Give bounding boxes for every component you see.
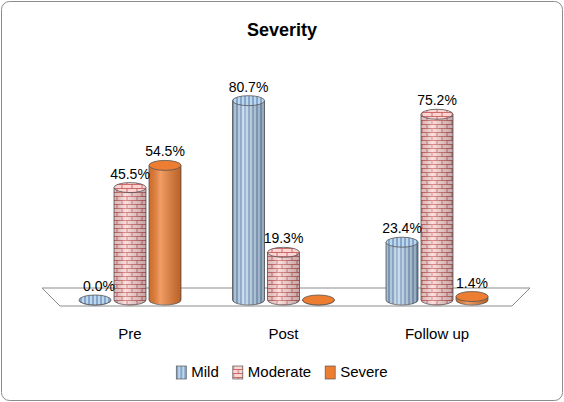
bar-top	[114, 183, 146, 193]
bar-top	[456, 292, 488, 302]
bar-top	[268, 247, 300, 257]
bar-group	[268, 247, 300, 305]
data-label: 45.5%	[110, 166, 150, 182]
bar-group	[303, 295, 335, 305]
data-label: 0.0%	[83, 278, 115, 294]
chart-root: Severity 0.0% 45.5% 54.5% 80.7% 19.3% 23.4% 75.…	[0, 0, 564, 402]
bar-group	[421, 109, 453, 305]
data-label: 1.4%	[456, 275, 488, 291]
bar-group	[79, 295, 111, 305]
chart-svg: Severity 0.0% 45.5% 54.5% 80.7% 19.3% 23.4% 75.…	[0, 0, 564, 402]
legend-swatch	[233, 366, 243, 379]
bar	[149, 165, 181, 305]
bars	[79, 96, 488, 305]
bar-group	[233, 96, 265, 305]
legend-label: Severe	[340, 363, 388, 380]
bar-group	[149, 160, 181, 305]
bar-shade	[386, 242, 418, 305]
bar-shade	[268, 252, 300, 305]
data-label: 75.2%	[417, 92, 457, 108]
bar-group	[386, 237, 418, 305]
data-label: 54.5%	[145, 143, 185, 159]
bar-top	[149, 160, 181, 170]
legend-swatch	[325, 366, 335, 379]
data-label: 23.4%	[382, 220, 422, 236]
bar	[114, 188, 146, 305]
bar-top	[421, 109, 453, 119]
bar-group	[114, 183, 146, 305]
bar-top	[233, 96, 265, 106]
bar	[421, 114, 453, 305]
category-label: Follow up	[405, 325, 469, 342]
data-labels: 0.0% 45.5% 54.5% 80.7% 19.3% 23.4% 75.2% 1.4%	[83, 79, 488, 294]
data-label: 19.3%	[264, 230, 304, 246]
legend-item: Moderate	[233, 363, 311, 380]
bar	[386, 242, 418, 305]
legend-item: Mild	[176, 363, 219, 380]
bar-top	[79, 295, 111, 305]
bar-shade	[114, 188, 146, 305]
chart-title: Severity	[247, 20, 317, 40]
legend-label: Moderate	[248, 363, 311, 380]
chart-frame	[2, 2, 563, 401]
legend-item: Severe	[325, 363, 388, 380]
category-label: Post	[268, 325, 299, 342]
legend: Mild Moderate Severe	[176, 363, 387, 380]
legend-label: Mild	[191, 363, 219, 380]
bar-shade	[233, 101, 265, 305]
legend-swatch	[176, 366, 186, 379]
bar-top	[386, 237, 418, 247]
data-label: 80.7%	[229, 79, 269, 95]
category-label: Pre	[118, 325, 141, 342]
bar-top	[303, 295, 335, 305]
bar	[233, 101, 265, 305]
bar	[268, 252, 300, 305]
bar-shade	[421, 114, 453, 305]
bar-shade	[149, 165, 181, 305]
bar-group	[456, 292, 488, 305]
